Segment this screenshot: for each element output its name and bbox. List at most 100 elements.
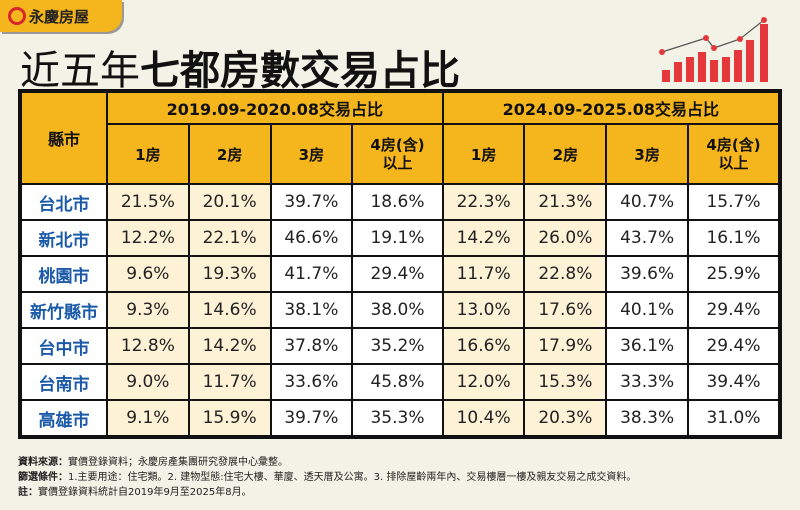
value-cell: 12.2%	[106, 219, 190, 257]
value-cell: 14.2%	[441, 219, 526, 257]
value-cell: 15.3%	[523, 363, 608, 401]
value-cell: 11.7%	[441, 255, 526, 293]
city-cell: 新竹縣市	[19, 291, 108, 329]
column-header: 1房	[441, 123, 526, 185]
value-cell: 31.0%	[686, 399, 782, 438]
value-cell: 43.7%	[605, 219, 689, 257]
table-row: 新竹縣市 9.3% 14.6% 38.1% 38.0% 13.0% 17.6% 40.1% 29…	[19, 291, 782, 329]
brand-logo: 永慶房屋	[0, 0, 122, 32]
group-header: 2019.09-2020.08交易占比	[106, 90, 444, 125]
value-cell: 15.7%	[686, 183, 782, 221]
value-cell: 22.8%	[523, 255, 608, 293]
value-cell: 9.6%	[106, 255, 190, 293]
value-cell: 37.8%	[269, 327, 354, 365]
footnote-text: 1.主要用途：住宅類。2. 建物型態:住宅大樓、華廈、透天厝及公寓。3. 排除屋…	[68, 472, 637, 483]
value-cell: 39.7%	[269, 399, 354, 438]
value-cell: 35.3%	[351, 399, 444, 438]
value-cell: 21.3%	[523, 183, 608, 221]
city-cell: 新北市	[19, 219, 108, 257]
footnote-label: 資料來源：	[18, 457, 68, 468]
title-bold: 七都房數交易占比	[140, 48, 460, 94]
page-title: 近五年七都房數交易占比	[20, 38, 460, 96]
table-row: 高雄市 9.1% 15.9% 39.7% 35.3% 10.4% 20.3% 38.3% 31.…	[19, 399, 782, 438]
table-row: 台南市 9.0% 11.7% 33.6% 45.8% 12.0% 15.3% 33.3% 39.…	[19, 363, 782, 401]
value-cell: 19.3%	[187, 255, 272, 293]
value-cell: 25.9%	[686, 255, 782, 293]
value-cell: 45.8%	[351, 363, 444, 401]
value-cell: 29.4%	[686, 291, 782, 329]
value-cell: 29.4%	[686, 327, 782, 365]
value-cell: 35.2%	[351, 327, 444, 365]
title-light: 近五年	[20, 48, 140, 94]
column-header: 4房(含)以上	[351, 123, 444, 185]
footnote: 資料來源：實價登錄資料；永慶房產集團研究發展中心彙整。	[18, 455, 636, 470]
city-cell: 台北市	[19, 183, 108, 221]
city-cell: 台南市	[19, 363, 108, 401]
value-cell: 39.4%	[686, 363, 782, 401]
value-cell: 26.0%	[523, 219, 608, 257]
value-cell: 13.0%	[441, 291, 526, 329]
bar-chart-icon	[659, 17, 768, 82]
value-cell: 40.7%	[605, 183, 689, 221]
value-cell: 10.4%	[441, 399, 526, 438]
value-cell: 29.4%	[351, 255, 444, 293]
value-cell: 17.9%	[523, 327, 608, 365]
footnote-label: 註：	[18, 487, 38, 498]
footnote: 篩選條件：1.主要用途：住宅類。2. 建物型態:住宅大樓、華廈、透天厝及公寓。3…	[18, 470, 636, 485]
column-header: 2房	[523, 123, 608, 185]
value-cell: 18.6%	[351, 183, 444, 221]
value-cell: 11.7%	[187, 363, 272, 401]
table-row: 新北市 12.2% 22.1% 46.6% 19.1% 14.2% 26.0% 43.7% 16…	[19, 219, 782, 257]
value-cell: 41.7%	[269, 255, 354, 293]
value-cell: 39.6%	[605, 255, 689, 293]
value-cell: 9.3%	[106, 291, 190, 329]
value-cell: 20.3%	[523, 399, 608, 438]
city-cell: 台中市	[19, 327, 108, 365]
city-cell: 高雄市	[19, 399, 108, 438]
table-row: 桃園市 9.6% 19.3% 41.7% 29.4% 11.7% 22.8% 39.6% 25.…	[19, 255, 782, 293]
value-cell: 16.6%	[441, 327, 526, 365]
value-cell: 20.1%	[187, 183, 272, 221]
footnote-text: 實價登錄資料；永慶房產集團研究發展中心彙整。	[68, 457, 288, 468]
value-cell: 14.6%	[187, 291, 272, 329]
column-header: 1房	[106, 123, 190, 185]
value-cell: 9.0%	[106, 363, 190, 401]
column-header-label: 4房(含)以上	[706, 136, 761, 172]
value-cell: 12.8%	[106, 327, 190, 365]
value-cell: 38.3%	[605, 399, 689, 438]
value-cell: 17.6%	[523, 291, 608, 329]
column-header: 2房	[187, 123, 272, 185]
logo-icon	[8, 7, 26, 25]
header-city: 縣市	[19, 90, 108, 185]
value-cell: 22.3%	[441, 183, 526, 221]
value-cell: 16.1%	[686, 219, 782, 257]
value-cell: 38.1%	[269, 291, 354, 329]
footnote-text: 實價登錄資料統計自2019年9月至2025年8月。	[38, 487, 252, 498]
value-cell: 46.6%	[269, 219, 354, 257]
brand-name: 永慶房屋	[29, 7, 90, 26]
column-header: 4房(含)以上	[686, 123, 782, 185]
group-header: 2024.09-2025.08交易占比	[441, 90, 782, 125]
value-cell: 33.3%	[605, 363, 689, 401]
table-row: 台中市 12.8% 14.2% 37.8% 35.2% 16.6% 17.9% 36.1% 29…	[19, 327, 782, 365]
value-cell: 33.6%	[269, 363, 354, 401]
value-cell: 40.1%	[605, 291, 689, 329]
value-cell: 12.0%	[441, 363, 526, 401]
footnote: 註：實價登錄資料統計自2019年9月至2025年8月。	[18, 485, 636, 500]
footnote-label: 篩選條件：	[18, 472, 68, 483]
value-cell: 15.9%	[187, 399, 272, 438]
value-cell: 9.1%	[106, 399, 190, 438]
column-header-label: 4房(含)以上	[370, 136, 425, 172]
table-row: 台北市 21.5% 20.1% 39.7% 18.6% 22.3% 21.3% 40.7% 15…	[19, 183, 782, 221]
footnotes: 資料來源：實價登錄資料；永慶房產集團研究發展中心彙整。 篩選條件：1.主要用途：住…	[18, 455, 636, 500]
data-table: 縣市 2019.09-2020.08交易占比 2024.09-2025.08交易占比…	[18, 89, 782, 439]
column-header: 3房	[269, 123, 354, 185]
value-cell: 14.2%	[187, 327, 272, 365]
value-cell: 19.1%	[351, 219, 444, 257]
value-cell: 22.1%	[187, 219, 272, 257]
city-cell: 桃園市	[19, 255, 108, 293]
value-cell: 38.0%	[351, 291, 444, 329]
value-cell: 39.7%	[269, 183, 354, 221]
column-header: 3房	[605, 123, 689, 185]
value-cell: 36.1%	[605, 327, 689, 365]
